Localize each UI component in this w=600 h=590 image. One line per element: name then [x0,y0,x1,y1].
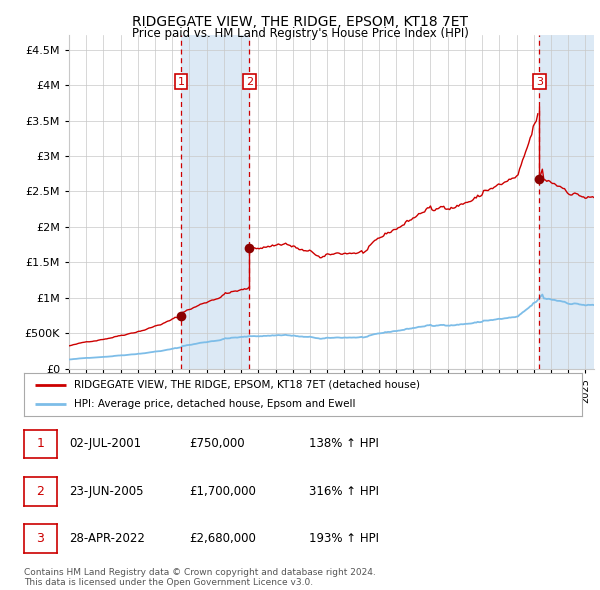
Bar [181,35,249,369]
Text: 2: 2 [245,77,253,87]
Text: Price paid vs. HM Land Registry's House Price Index (HPI): Price paid vs. HM Land Registry's House … [131,27,469,40]
Bar [539,35,594,369]
Text: 3: 3 [37,532,44,545]
Text: RIDGEGATE VIEW, THE RIDGE, EPSOM, KT18 7ET: RIDGEGATE VIEW, THE RIDGE, EPSOM, KT18 7… [132,15,468,29]
Text: 23-JUN-2005: 23-JUN-2005 [69,484,143,498]
Text: 1: 1 [37,437,44,451]
Text: 316% ↑ HPI: 316% ↑ HPI [309,484,379,498]
Text: 1: 1 [178,77,184,87]
Text: £2,680,000: £2,680,000 [189,532,256,545]
Text: Contains HM Land Registry data © Crown copyright and database right 2024.
This d: Contains HM Land Registry data © Crown c… [24,568,376,587]
Text: RIDGEGATE VIEW, THE RIDGE, EPSOM, KT18 7ET (detached house): RIDGEGATE VIEW, THE RIDGE, EPSOM, KT18 7… [74,379,420,389]
Text: 28-APR-2022: 28-APR-2022 [69,532,145,545]
Text: £750,000: £750,000 [189,437,245,451]
Text: 138% ↑ HPI: 138% ↑ HPI [309,437,379,451]
Text: HPI: Average price, detached house, Epsom and Ewell: HPI: Average price, detached house, Epso… [74,399,356,409]
Text: 3: 3 [536,77,543,87]
Text: 2: 2 [37,484,44,498]
Text: 02-JUL-2001: 02-JUL-2001 [69,437,141,451]
Text: 193% ↑ HPI: 193% ↑ HPI [309,532,379,545]
Text: £1,700,000: £1,700,000 [189,484,256,498]
